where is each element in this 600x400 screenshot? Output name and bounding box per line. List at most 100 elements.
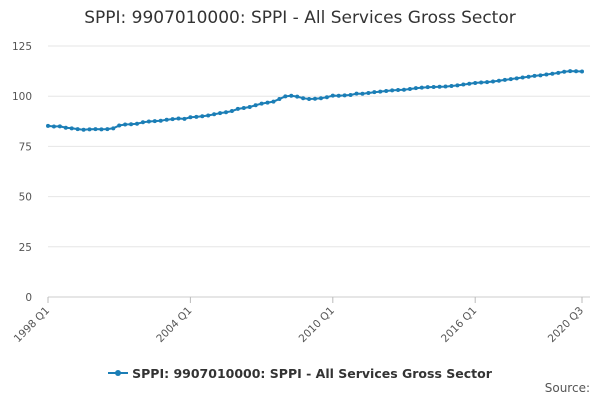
data-point[interactable]: [544, 72, 549, 77]
y-tick-label: 100: [12, 91, 32, 103]
series-group: [46, 69, 584, 132]
data-point[interactable]: [295, 94, 300, 99]
data-point[interactable]: [532, 73, 537, 78]
data-point[interactable]: [75, 127, 80, 132]
data-point[interactable]: [313, 96, 317, 101]
data-point[interactable]: [437, 84, 442, 89]
data-point[interactable]: [419, 85, 424, 90]
data-point[interactable]: [508, 77, 513, 82]
data-point[interactable]: [69, 126, 74, 131]
data-point[interactable]: [277, 97, 282, 102]
data-point[interactable]: [342, 93, 347, 98]
data-point[interactable]: [176, 116, 181, 121]
data-point[interactable]: [384, 88, 389, 93]
data-point[interactable]: [526, 74, 531, 79]
y-tick-label: 125: [12, 41, 32, 53]
data-point[interactable]: [57, 124, 62, 129]
data-point[interactable]: [117, 123, 122, 128]
data-point[interactable]: [182, 116, 187, 121]
data-point[interactable]: [194, 114, 199, 119]
data-point[interactable]: [283, 94, 288, 99]
data-point[interactable]: [241, 106, 246, 111]
data-point[interactable]: [164, 117, 169, 122]
y-axis-ticks: 0 25 50 75 100 125: [12, 41, 32, 304]
data-point[interactable]: [378, 89, 383, 94]
legend-label: SPPI: 9907010000: SPPI - All Services Gr…: [132, 366, 492, 381]
data-point[interactable]: [200, 114, 205, 119]
data-point[interactable]: [105, 127, 110, 132]
data-point[interactable]: [135, 121, 139, 126]
data-point[interactable]: [81, 127, 86, 132]
data-point[interactable]: [413, 86, 418, 91]
data-point[interactable]: [152, 119, 157, 124]
data-point[interactable]: [158, 118, 163, 123]
data-point[interactable]: [496, 78, 501, 83]
x-tick-label: 2020 Q3: [546, 305, 586, 345]
data-point[interactable]: [461, 82, 466, 87]
data-point[interactable]: [479, 80, 484, 85]
data-point[interactable]: [360, 91, 365, 96]
data-point[interactable]: [63, 125, 68, 130]
data-point[interactable]: [301, 96, 306, 101]
data-point[interactable]: [46, 123, 50, 128]
data-point[interactable]: [455, 83, 460, 88]
data-point[interactable]: [467, 81, 472, 86]
data-point[interactable]: [265, 100, 270, 105]
data-point[interactable]: [568, 69, 573, 74]
data-point[interactable]: [123, 122, 128, 127]
data-point[interactable]: [140, 120, 145, 125]
data-point[interactable]: [218, 111, 223, 116]
data-point[interactable]: [289, 93, 294, 98]
data-point[interactable]: [372, 90, 377, 95]
data-point[interactable]: [111, 126, 116, 131]
data-point[interactable]: [170, 117, 175, 122]
data-point[interactable]: [229, 109, 234, 114]
data-point[interactable]: [188, 115, 193, 120]
data-point[interactable]: [574, 69, 579, 74]
legend[interactable]: SPPI: 9907010000: SPPI - All Services Gr…: [0, 366, 600, 381]
data-point[interactable]: [396, 87, 401, 92]
data-point[interactable]: [336, 93, 341, 98]
data-point[interactable]: [556, 70, 561, 75]
data-point[interactable]: [93, 127, 98, 132]
data-point[interactable]: [259, 101, 264, 106]
source-label: Source:: [544, 381, 590, 395]
data-point[interactable]: [324, 95, 329, 100]
data-point[interactable]: [449, 83, 454, 88]
data-point[interactable]: [390, 88, 395, 93]
x-tick-label: 1998 Q1: [12, 305, 52, 345]
data-point[interactable]: [206, 113, 211, 118]
data-point[interactable]: [473, 80, 478, 85]
data-point[interactable]: [431, 84, 436, 89]
data-point[interactable]: [502, 77, 507, 82]
data-point[interactable]: [87, 127, 92, 132]
data-point[interactable]: [425, 85, 430, 90]
data-point[interactable]: [247, 105, 252, 110]
data-point[interactable]: [146, 119, 151, 124]
data-point[interactable]: [354, 91, 359, 96]
data-point[interactable]: [407, 86, 412, 91]
data-point[interactable]: [366, 90, 371, 95]
data-point[interactable]: [253, 103, 258, 108]
data-point[interactable]: [51, 124, 56, 129]
data-point[interactable]: [212, 112, 217, 117]
data-point[interactable]: [485, 80, 490, 85]
data-point[interactable]: [271, 99, 276, 104]
data-point[interactable]: [330, 93, 335, 98]
data-point[interactable]: [402, 87, 406, 92]
data-point[interactable]: [580, 69, 584, 74]
data-point[interactable]: [443, 84, 448, 89]
data-point[interactable]: [129, 122, 134, 127]
data-point[interactable]: [520, 75, 525, 80]
data-point[interactable]: [491, 79, 495, 84]
data-point[interactable]: [514, 76, 519, 81]
data-point[interactable]: [318, 96, 323, 101]
data-point[interactable]: [224, 110, 228, 115]
data-point[interactable]: [538, 73, 543, 78]
data-point[interactable]: [348, 92, 353, 97]
data-point[interactable]: [307, 97, 312, 102]
data-point[interactable]: [235, 106, 240, 111]
data-point[interactable]: [550, 71, 555, 76]
data-point[interactable]: [562, 69, 567, 74]
data-point[interactable]: [99, 127, 104, 132]
